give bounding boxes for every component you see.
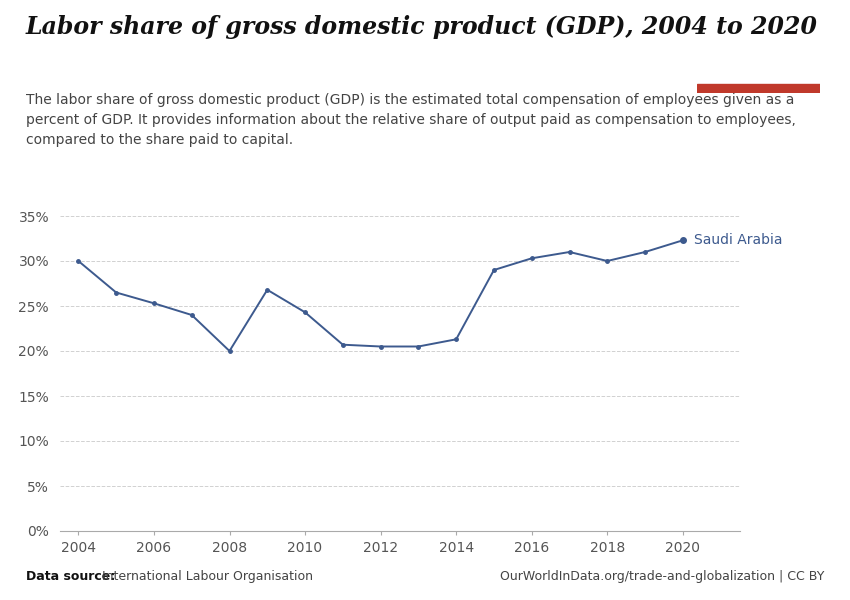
Text: Data source:: Data source: <box>26 570 115 583</box>
Text: The labor share of gross domestic product (GDP) is the estimated total compensat: The labor share of gross domestic produc… <box>26 93 796 147</box>
Text: International Labour Organisation: International Labour Organisation <box>98 570 313 583</box>
Text: Our World: Our World <box>723 43 794 56</box>
Text: in Data: in Data <box>734 62 784 76</box>
Text: OurWorldInData.org/trade-and-globalization | CC BY: OurWorldInData.org/trade-and-globalizati… <box>500 570 824 583</box>
Bar <box>697 84 820 93</box>
Text: Saudi Arabia: Saudi Arabia <box>694 233 783 247</box>
Text: Labor share of gross domestic product (GDP), 2004 to 2020: Labor share of gross domestic product (G… <box>26 15 818 39</box>
